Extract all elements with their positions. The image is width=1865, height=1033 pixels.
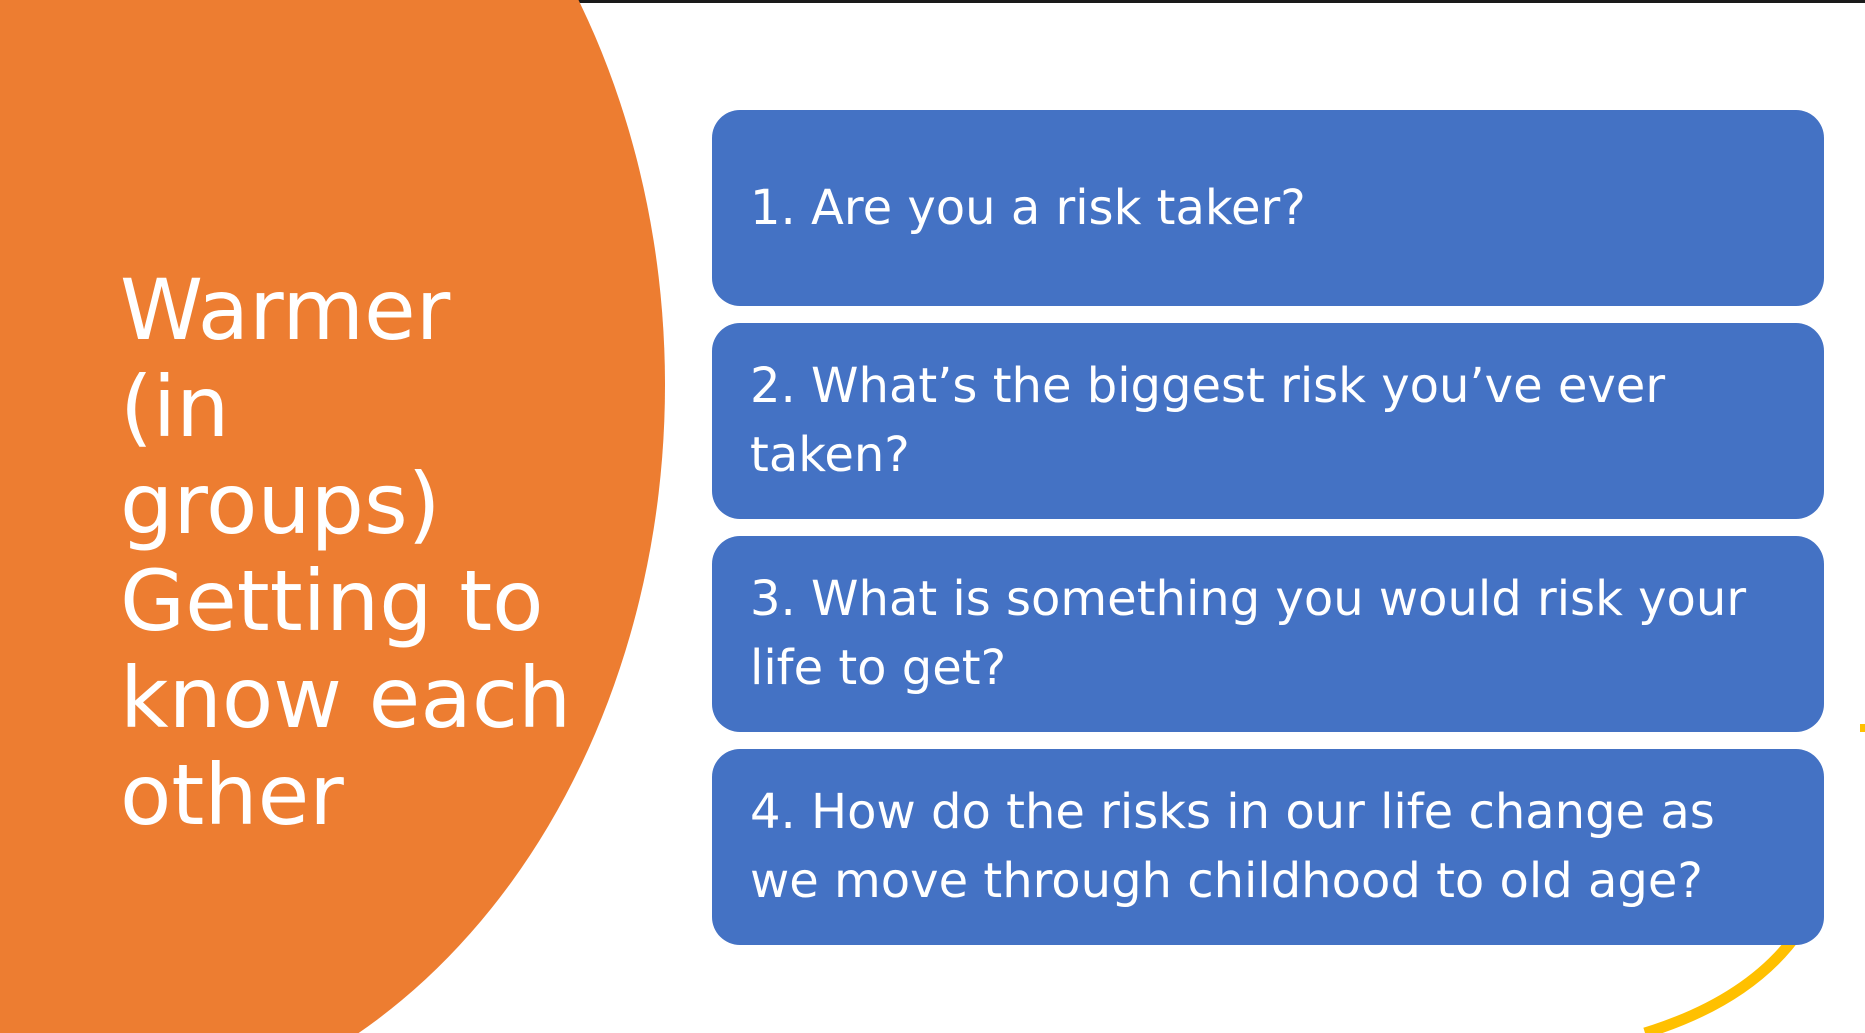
question-text-1: 1. Are you a risk taker? [750,179,1306,236]
question-text-4: 4. How do the risks in our life change a… [750,784,1715,909]
question-card-2: 2. What’s the biggest risk you’ve ever t… [712,323,1824,519]
top-border [0,0,1865,3]
question-card-3: 3. What is something you would risk your… [712,536,1824,732]
slide-title: Warmer (in groups) Getting to know each … [120,261,572,844]
question-list: 1. Are you a risk taker? 2. What’s the b… [712,110,1824,962]
question-card-1: 1. Are you a risk taker? [712,110,1824,306]
question-text-2: 2. What’s the biggest risk you’ve ever t… [750,358,1666,483]
question-text-3: 3. What is something you would risk your… [750,571,1747,696]
question-card-4: 4. How do the risks in our life change a… [712,749,1824,945]
